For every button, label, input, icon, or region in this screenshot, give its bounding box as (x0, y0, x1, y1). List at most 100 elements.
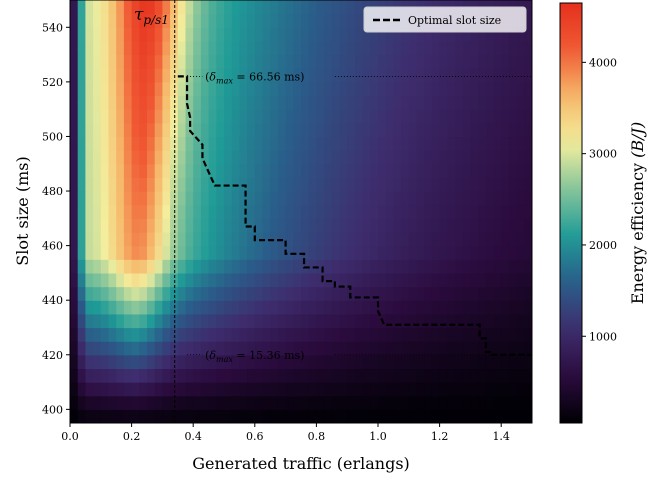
heatmap-cell (185, 382, 194, 397)
heatmap-cell (393, 231, 402, 247)
heatmap-cell (416, 382, 425, 397)
heatmap-cell (385, 163, 394, 178)
heatmap-cell (293, 341, 302, 356)
heatmap-cell (277, 68, 287, 83)
heatmap-cell (385, 231, 394, 247)
heatmap-cell (239, 313, 248, 329)
heatmap-cell (262, 54, 271, 69)
heatmap-cell (247, 259, 256, 274)
heatmap-cell (439, 150, 448, 165)
heatmap-cell (208, 163, 217, 178)
heatmap-cell (200, 409, 210, 423)
heatmap-cell (501, 368, 510, 383)
heatmap-cell (370, 204, 379, 219)
heatmap-cell (354, 150, 364, 165)
heatmap-cell (270, 81, 279, 97)
heatmap-cell (131, 231, 140, 247)
heatmap-cell (301, 313, 310, 329)
heatmap-cell (324, 286, 333, 301)
heatmap-cell (139, 40, 148, 56)
heatmap-cell (462, 54, 471, 69)
heatmap-cell (401, 300, 410, 315)
heatmap-cell (193, 272, 202, 288)
heatmap-cell (108, 313, 117, 329)
heatmap-cell (270, 327, 279, 342)
heatmap-cell (177, 0, 187, 15)
heatmap-cell (100, 13, 110, 28)
heatmap-cell (493, 27, 502, 42)
heatmap-cell (455, 68, 464, 83)
heatmap-cell (77, 27, 86, 42)
heatmap-cell (270, 150, 279, 165)
heatmap-cell (431, 109, 441, 124)
heatmap-cell (339, 259, 348, 274)
heatmap-cell (378, 191, 387, 206)
heatmap-cell (470, 245, 479, 260)
heatmap-cell (185, 313, 194, 329)
heatmap-cell (431, 286, 441, 301)
heatmap-cell (85, 191, 94, 206)
heatmap-cell (293, 81, 302, 97)
heatmap-cell (93, 81, 102, 97)
heatmap-cell (478, 109, 487, 124)
heatmap-cell (416, 286, 425, 301)
heatmap-cell (262, 286, 271, 301)
heatmap-cell (147, 231, 156, 247)
heatmap-cell (385, 409, 394, 423)
heatmap-cell (216, 231, 225, 247)
heatmap-cell (93, 163, 102, 178)
heatmap-cell (231, 231, 240, 247)
heatmap-cell (370, 382, 379, 397)
heatmap-cell (370, 231, 379, 247)
heatmap-cell (401, 177, 410, 192)
heatmap-cell (301, 0, 310, 15)
heatmap-cell (139, 354, 148, 370)
heatmap-cell (85, 13, 94, 28)
heatmap-cell (208, 354, 217, 370)
heatmap-cell (370, 341, 379, 356)
heatmap-cell (324, 382, 333, 397)
heatmap-cell (139, 150, 148, 165)
heatmap-cell (116, 68, 125, 83)
heatmap-cell (308, 341, 317, 356)
heatmap-cell (77, 341, 86, 356)
heatmap-cell (247, 395, 256, 410)
heatmap-cell (462, 177, 471, 192)
heatmap-cell (316, 177, 325, 192)
heatmap-cell (439, 382, 448, 397)
heatmap-cell (170, 191, 179, 206)
heatmap-cell (77, 368, 86, 383)
heatmap-cell (270, 95, 279, 110)
heatmap-cell (378, 409, 387, 423)
heatmap-cell (408, 395, 418, 410)
heatmap-cell (324, 245, 333, 260)
heatmap-cell (285, 368, 294, 383)
heatmap-cell (224, 0, 233, 15)
heatmap-cell (416, 150, 425, 165)
heatmap-cell (401, 354, 410, 370)
heatmap-cell (247, 354, 256, 370)
heatmap-cell (139, 191, 148, 206)
heatmap-cell (331, 122, 341, 138)
heatmap-cell (262, 313, 271, 329)
heatmap-cell (524, 109, 532, 124)
heatmap-cell (139, 13, 148, 28)
heatmap-cell (447, 109, 456, 124)
heatmap-cell (200, 204, 210, 219)
heatmap-cell (362, 122, 371, 138)
heatmap-cell (193, 259, 202, 274)
heatmap-cell (424, 231, 433, 247)
heatmap-cell (285, 122, 294, 138)
heatmap-cell (516, 313, 525, 329)
heatmap-cell (224, 54, 233, 69)
heatmap-cell (347, 382, 356, 397)
heatmap-cell (162, 272, 171, 288)
heatmap-cell (77, 327, 86, 342)
heatmap-cell (85, 27, 94, 42)
heatmap-cell (231, 40, 240, 56)
heatmap-cell (216, 122, 225, 138)
heatmap-cell (147, 13, 156, 28)
heatmap-cell (331, 0, 341, 15)
heatmap-cell (262, 395, 271, 410)
heatmap-cell (193, 368, 202, 383)
